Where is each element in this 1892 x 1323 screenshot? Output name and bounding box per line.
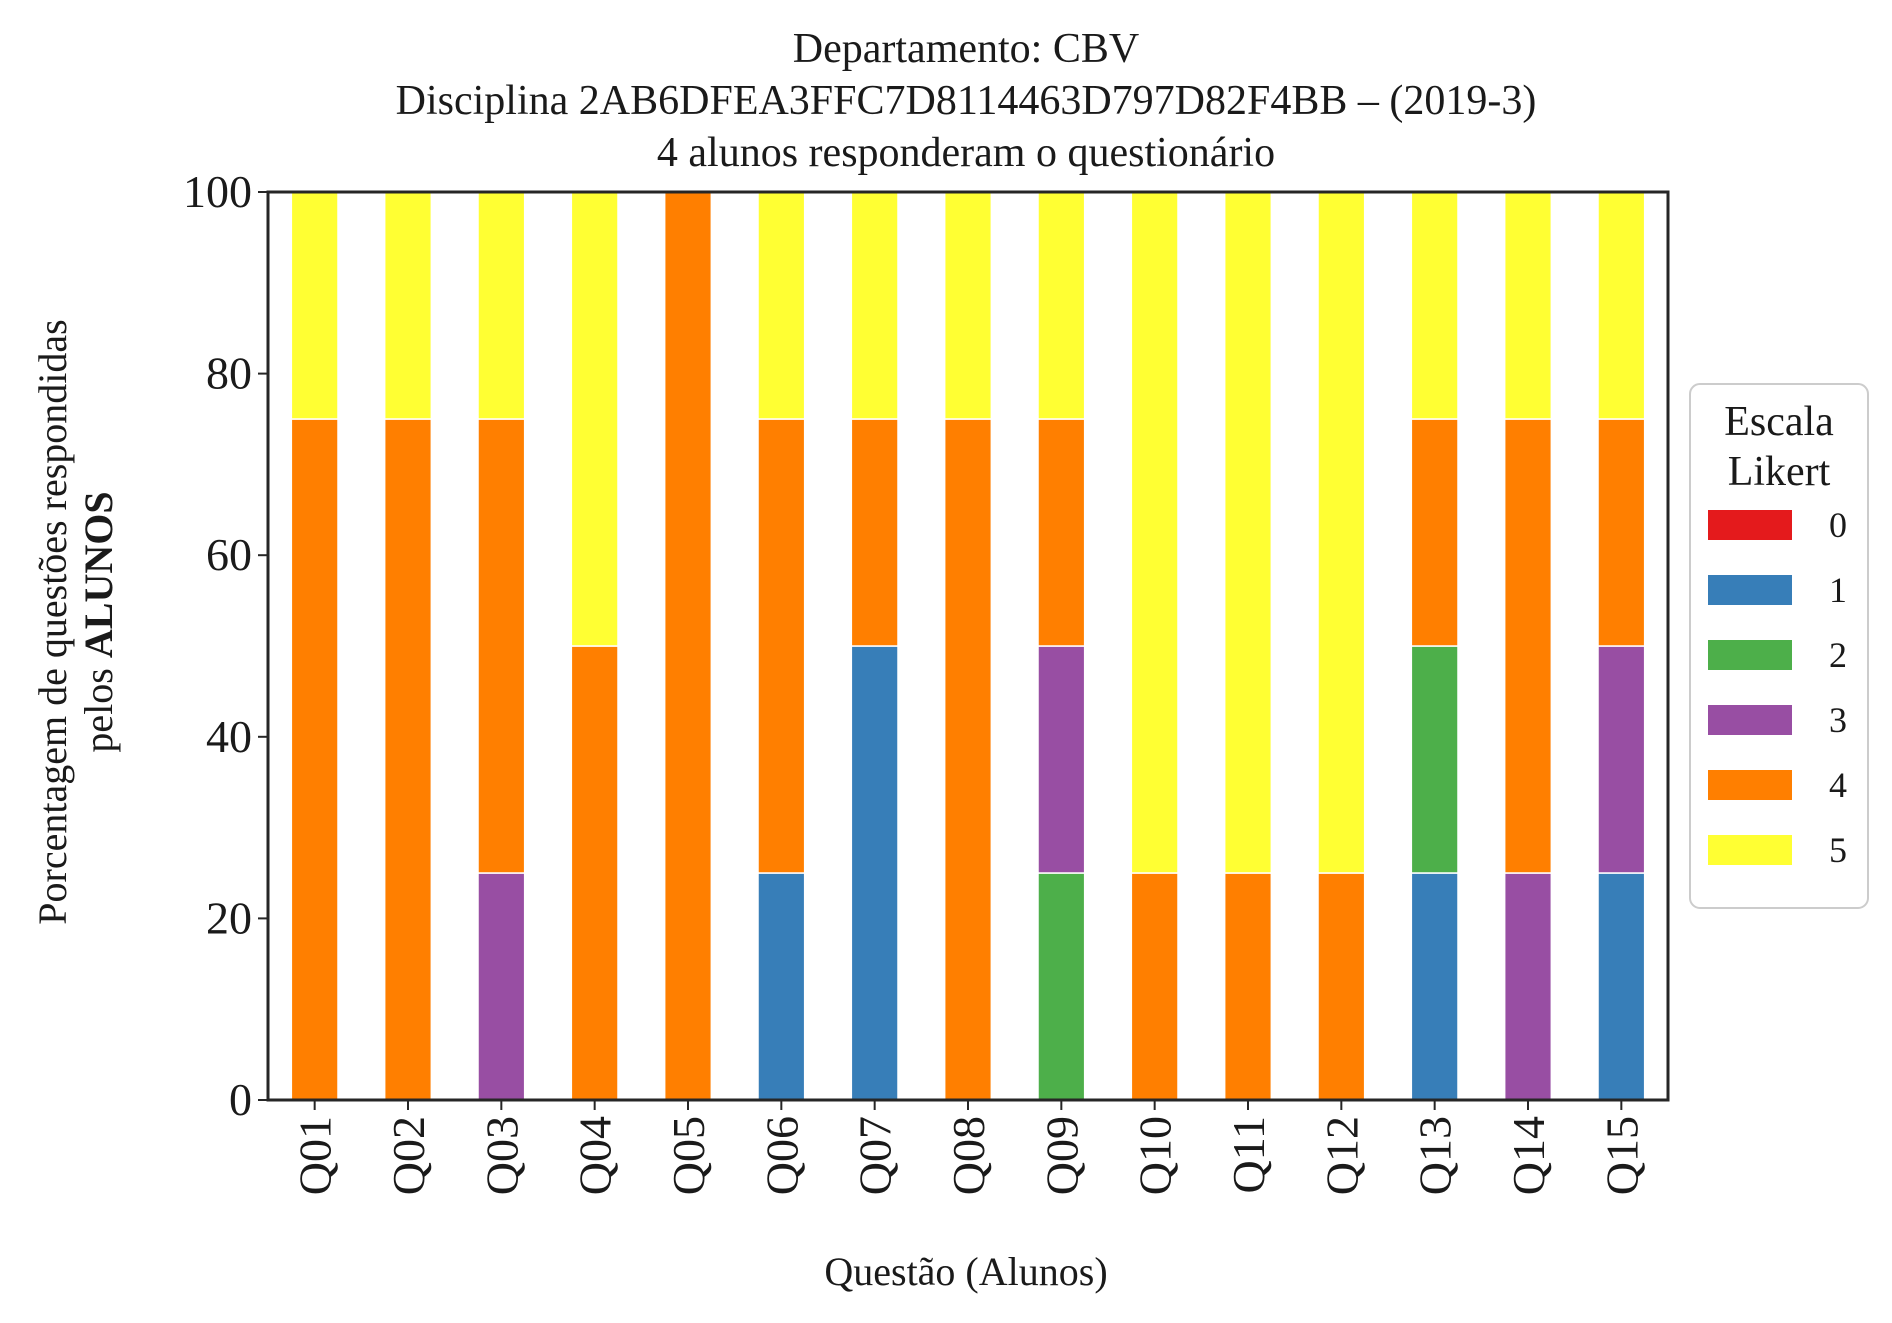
bar-segment-Q10-likert-4 <box>1130 872 1179 1101</box>
bar-segment-Q12-likert-5 <box>1317 191 1366 874</box>
legend-items: 0 1 2 3 4 5 <box>1708 505 1847 870</box>
bar-segment-Q09-likert-3 <box>1037 645 1086 874</box>
legend-title-line-2: Likert <box>1728 449 1831 495</box>
y-axis-ticks: 0 20 40 60 80 100 <box>183 166 268 1125</box>
bar-segment-Q14-likert-3 <box>1503 872 1553 1101</box>
x-tick-label: Q11 <box>1223 1116 1274 1194</box>
legend-swatch-2 <box>1708 640 1792 670</box>
bar-segment-Q13-likert-5 <box>1410 191 1459 420</box>
bar-segment-Q03-likert-3 <box>477 872 526 1101</box>
bar-segment-Q02-likert-4 <box>383 418 433 1101</box>
bar-segment-Q15-likert-4 <box>1597 418 1646 647</box>
bar-segment-Q13-likert-2 <box>1410 645 1459 874</box>
y-axis-label-line-1: Porcentagem de questões respondidas <box>30 319 75 924</box>
x-tick-label: Q15 <box>1596 1116 1647 1195</box>
y-tick-label: 100 <box>183 166 252 217</box>
bar-segment-Q02-likert-5 <box>383 191 433 420</box>
bar-segment-Q11-likert-4 <box>1223 872 1273 1101</box>
bar-segment-Q15-likert-1 <box>1597 872 1646 1101</box>
y-axis-label-bold: ALUNOS <box>76 491 121 658</box>
bar-segment-Q09-likert-4 <box>1037 418 1086 647</box>
bar-segment-Q14-likert-5 <box>1503 191 1553 420</box>
bar-segment-Q09-likert-2 <box>1037 872 1086 1101</box>
bar-segment-Q08-likert-4 <box>943 418 993 1101</box>
bar-segment-Q05-likert-4 <box>663 191 713 1101</box>
x-tick-label: Q03 <box>476 1116 527 1195</box>
bar-segment-Q04-likert-4 <box>570 645 619 1101</box>
bar-segment-Q06-likert-5 <box>757 191 806 420</box>
y-tick-label: 80 <box>206 348 252 399</box>
x-tick-label: Q04 <box>570 1116 621 1195</box>
title-line-3: 4 alunos responderam o questionário <box>657 130 1275 176</box>
y-axis-label-line-2: pelos ALUNOS <box>76 491 121 752</box>
bar-segment-Q01-likert-4 <box>290 418 339 1101</box>
legend-label-1: 1 <box>1829 570 1847 610</box>
x-tick-label: Q13 <box>1410 1116 1461 1195</box>
x-tick-label: Q02 <box>383 1116 434 1195</box>
bar-segment-Q07-likert-4 <box>850 418 899 647</box>
legend-swatch-1 <box>1708 575 1792 605</box>
bar-segment-Q11-likert-5 <box>1223 191 1273 874</box>
y-tick-label: 60 <box>206 529 252 580</box>
chart-title: Departamento: CBV Disciplina 2AB6DFEA3FF… <box>396 26 1537 176</box>
x-tick-label: Q01 <box>290 1116 341 1195</box>
bars <box>290 191 1646 1101</box>
x-tick-label: Q14 <box>1503 1116 1554 1195</box>
bar-segment-Q13-likert-1 <box>1410 872 1459 1101</box>
legend-label-5: 5 <box>1829 830 1847 870</box>
x-tick-label: Q10 <box>1130 1116 1181 1195</box>
x-tick-label: Q06 <box>756 1116 807 1195</box>
x-axis-ticks: Q01 Q02 Q03 Q04 Q05 Q06 Q07 Q08 Q09 Q10 Q11 Q12 Q13 Q… <box>290 1100 1647 1195</box>
legend-title-line-1: Escala <box>1724 399 1834 445</box>
bar-segment-Q07-likert-1 <box>850 645 899 1101</box>
legend-swatch-0 <box>1708 510 1792 540</box>
bar-segment-Q07-likert-5 <box>850 191 899 420</box>
legend-label-0: 0 <box>1829 505 1847 545</box>
title-line-2: Disciplina 2AB6DFEA3FFC7D8114463D797D82F… <box>396 78 1537 124</box>
bar-segment-Q08-likert-5 <box>943 191 993 420</box>
y-tick-label: 20 <box>206 892 252 943</box>
bar-segment-Q12-likert-4 <box>1317 872 1366 1101</box>
legend: Escala Likert 0 1 2 3 4 5 <box>1689 383 1869 909</box>
legend-swatch-3 <box>1708 705 1792 735</box>
bar-segment-Q01-likert-5 <box>290 191 339 420</box>
bar-segment-Q09-likert-5 <box>1037 191 1086 420</box>
bar-segment-Q15-likert-5 <box>1597 191 1646 420</box>
bar-segment-Q06-likert-1 <box>757 872 806 1101</box>
x-tick-label: Q12 <box>1316 1116 1367 1195</box>
x-tick-label: Q05 <box>663 1116 714 1195</box>
legend-label-2: 2 <box>1829 635 1847 675</box>
title-line-1: Departamento: CBV <box>793 26 1139 72</box>
x-axis-label: Questão (Alunos) <box>824 1249 1107 1294</box>
bar-segment-Q06-likert-4 <box>757 418 806 874</box>
x-tick-label: Q09 <box>1036 1116 1087 1195</box>
legend-swatch-5 <box>1708 835 1792 865</box>
legend-label-4: 4 <box>1829 765 1847 805</box>
y-axis-label: Porcentagem de questões respondidas pelo… <box>30 319 121 924</box>
x-tick-label: Q08 <box>943 1116 994 1195</box>
bar-segment-Q03-likert-4 <box>477 418 526 874</box>
bar-segment-Q15-likert-3 <box>1597 645 1646 874</box>
bar-segment-Q10-likert-5 <box>1130 191 1179 874</box>
bar-segment-Q14-likert-4 <box>1503 418 1553 874</box>
y-tick-label: 0 <box>229 1074 252 1125</box>
legend-swatch-4 <box>1708 770 1792 800</box>
bar-segment-Q13-likert-4 <box>1410 418 1459 647</box>
x-tick-label: Q07 <box>850 1116 901 1195</box>
y-tick-label: 40 <box>206 711 252 762</box>
bar-segment-Q03-likert-5 <box>477 191 526 420</box>
bar-segment-Q04-likert-5 <box>570 191 619 647</box>
y-axis-label-prefix: pelos <box>76 658 121 752</box>
legend-label-3: 3 <box>1829 700 1847 740</box>
